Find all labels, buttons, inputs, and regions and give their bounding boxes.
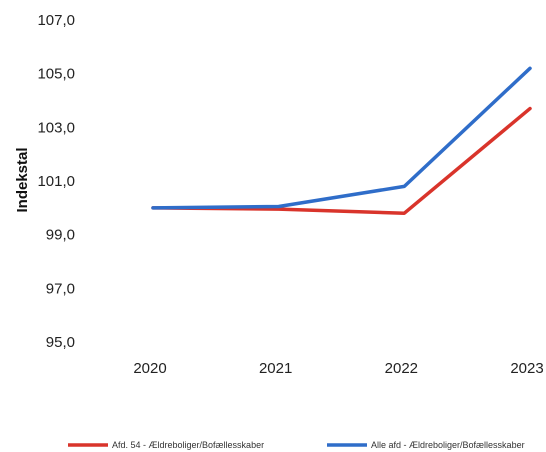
x-tick-label: 2022 <box>385 360 418 377</box>
series-line-2 <box>151 66 532 210</box>
y-tick-label: 99,0 <box>46 227 75 244</box>
x-tick-label: 2023 <box>510 360 543 377</box>
y-axis-label: Indekstal <box>14 147 31 212</box>
y-tick-label: 103,0 <box>37 119 75 136</box>
x-axis-ticks: 2020 2021 2022 2023 <box>133 360 543 377</box>
y-tick-label: 95,0 <box>46 334 75 351</box>
y-tick-label: 105,0 <box>37 66 75 83</box>
y-tick-label: 107,0 <box>37 12 75 29</box>
legend-entry: Alle afd - Ældreboliger/Bofællesskaber <box>371 440 525 450</box>
legend: Afd. 54 - Ældreboliger/Bofællesskaber All… <box>68 440 525 450</box>
x-tick-label: 2021 <box>259 360 292 377</box>
series-lines <box>151 66 532 215</box>
y-tick-label: 101,0 <box>37 173 75 190</box>
x-tick-label: 2020 <box>133 360 166 377</box>
y-tick-label: 97,0 <box>46 280 75 297</box>
legend-entry: Afd. 54 - Ældreboliger/Bofællesskaber <box>112 440 264 450</box>
y-axis-ticks: 95,0 97,0 99,0 101,0 103,0 105,0 107,0 <box>37 12 75 351</box>
